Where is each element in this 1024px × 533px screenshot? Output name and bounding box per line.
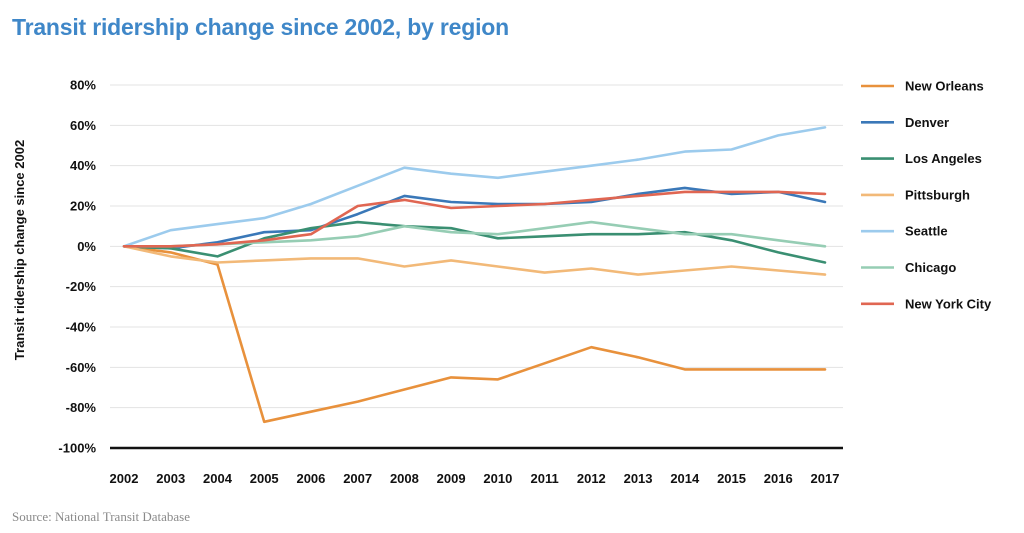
- legend-label: Denver: [905, 115, 949, 130]
- x-tick-label: 2003: [156, 471, 185, 486]
- x-tick-label: 2010: [483, 471, 512, 486]
- y-tick-label: 20%: [70, 199, 96, 214]
- y-axis-label: Transit ridership change since 2002: [12, 140, 27, 360]
- y-tick-label: -100%: [58, 441, 96, 456]
- x-tick-label: 2005: [250, 471, 279, 486]
- legend-label: New Orleans: [905, 79, 984, 94]
- series-lines: [122, 126, 827, 424]
- x-tick-label: 2006: [296, 471, 325, 486]
- x-tick-label: 2016: [764, 471, 793, 486]
- grid-lines: [110, 84, 843, 450]
- y-tick-label: -20%: [66, 279, 97, 294]
- legend-label: New York City: [905, 296, 992, 311]
- y-axis-ticks: 80% 60% 40% 20% 0% -20% -40% -60% -80% -100%: [58, 78, 96, 456]
- x-tick-label: 2011: [530, 471, 558, 486]
- series-line-pittsburgh: [122, 245, 827, 276]
- x-tick-label: 2015: [717, 471, 746, 486]
- series-line-new-york-city: [122, 190, 827, 248]
- x-tick-label: 2008: [390, 471, 419, 486]
- y-tick-label: 80%: [70, 78, 96, 93]
- legend-label: Pittsburgh: [905, 187, 970, 202]
- x-axis-ticks: 2002 2003 2004 2005 2006 2007 2008 2009 2010 2011…: [110, 471, 840, 486]
- y-tick-label: -60%: [66, 360, 97, 375]
- y-tick-label: -80%: [66, 400, 97, 415]
- chart-title: Transit ridership change since 2002, by …: [12, 14, 509, 40]
- legend: New Orleans Denver Los Angeles Pittsburgh Se…: [861, 79, 992, 311]
- y-tick-label: 40%: [70, 158, 96, 173]
- x-tick-label: 2017: [811, 471, 840, 486]
- x-tick-label: 2009: [437, 471, 466, 486]
- y-tick-label: 0%: [77, 239, 96, 254]
- x-tick-label: 2013: [624, 471, 653, 486]
- x-tick-label: 2004: [203, 471, 233, 486]
- source-note: Source: National Transit Database: [12, 509, 190, 524]
- x-tick-label: 2014: [670, 471, 700, 486]
- legend-label: Los Angeles: [905, 151, 982, 166]
- x-tick-label: 2002: [110, 471, 139, 486]
- series-line-new-orleans: [122, 245, 827, 424]
- series-line-seattle: [122, 126, 827, 248]
- legend-label: Seattle: [905, 224, 948, 239]
- y-tick-label: 60%: [70, 118, 96, 133]
- x-tick-label: 2007: [343, 471, 372, 486]
- y-tick-label: -40%: [66, 320, 97, 335]
- x-tick-label: 2012: [577, 471, 606, 486]
- legend-label: Chicago: [905, 260, 956, 275]
